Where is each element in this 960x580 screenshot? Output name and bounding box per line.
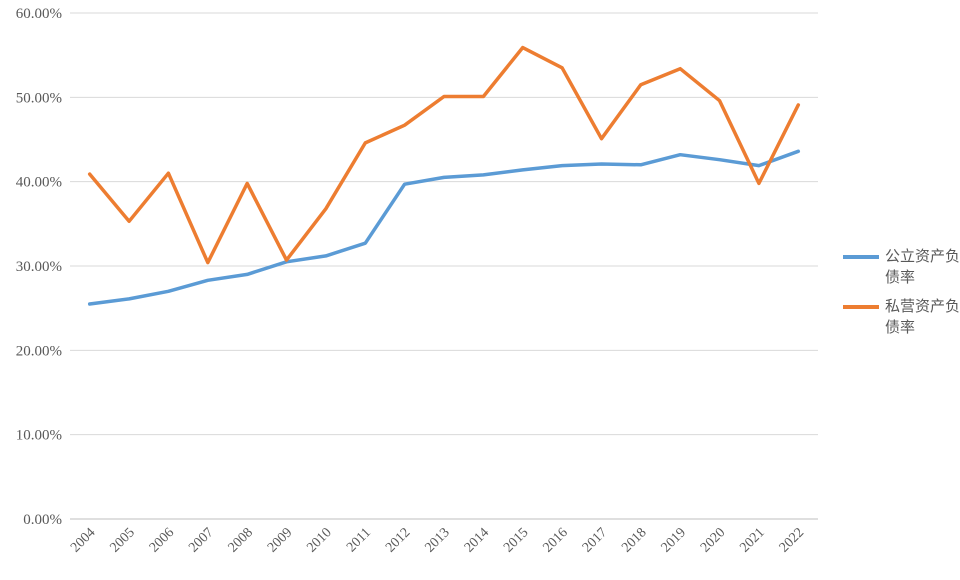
x-tick-label: 2009 xyxy=(265,525,295,555)
x-tick-label: 2006 xyxy=(147,525,177,555)
x-tick-label: 2022 xyxy=(777,525,807,555)
legend-swatch xyxy=(843,305,879,309)
y-axis: 0.00% 10.00% 20.00% 30.00% 40.00% 50.00% 60.00… xyxy=(16,6,62,528)
y-tick-label: 30.00% xyxy=(16,259,62,275)
x-tick-label: 2005 xyxy=(107,525,137,555)
y-tick-label: 0.00% xyxy=(23,512,62,528)
series-lines xyxy=(87,45,801,306)
legend: 公立资产负债率 私营资产负债率 xyxy=(843,246,960,346)
x-tick-label: 2017 xyxy=(580,525,610,555)
legend-item-2: 私营资产负债率 xyxy=(843,296,960,338)
x-tick-label: 2016 xyxy=(541,525,571,555)
x-tick-label: 2013 xyxy=(422,525,452,555)
x-tick-label: 2011 xyxy=(344,525,374,555)
x-tick-label: 2010 xyxy=(304,525,334,555)
legend-label: 公立资产负债率 xyxy=(885,247,960,286)
x-tick-label: 2018 xyxy=(619,525,649,555)
legend-label: 私营资产负债率 xyxy=(885,297,960,336)
legend-swatch xyxy=(843,255,879,259)
y-tick-label: 20.00% xyxy=(16,343,62,359)
series-line-1 xyxy=(87,149,801,306)
x-tick-label: 2012 xyxy=(383,525,413,555)
x-tick-label: 2019 xyxy=(659,525,689,555)
legend-item-1: 公立资产负债率 xyxy=(843,246,960,288)
x-axis: 2004 2005 2006 2007 2008 2009 2010 2011 2012 2013… xyxy=(68,525,807,555)
y-tick-label: 60.00% xyxy=(16,6,62,22)
x-tick-label: 2014 xyxy=(462,525,492,555)
series-line-2 xyxy=(87,45,801,265)
y-tick-label: 40.00% xyxy=(16,175,62,191)
x-tick-label: 2020 xyxy=(698,525,728,555)
x-tick-label: 2007 xyxy=(186,525,216,555)
y-tick-label: 10.00% xyxy=(16,428,62,444)
x-tick-label: 2004 xyxy=(68,525,98,555)
x-tick-label: 2008 xyxy=(226,525,256,555)
x-tick-label: 2015 xyxy=(501,525,531,555)
x-tick-label: 2021 xyxy=(737,525,767,555)
y-tick-label: 50.00% xyxy=(16,90,62,106)
